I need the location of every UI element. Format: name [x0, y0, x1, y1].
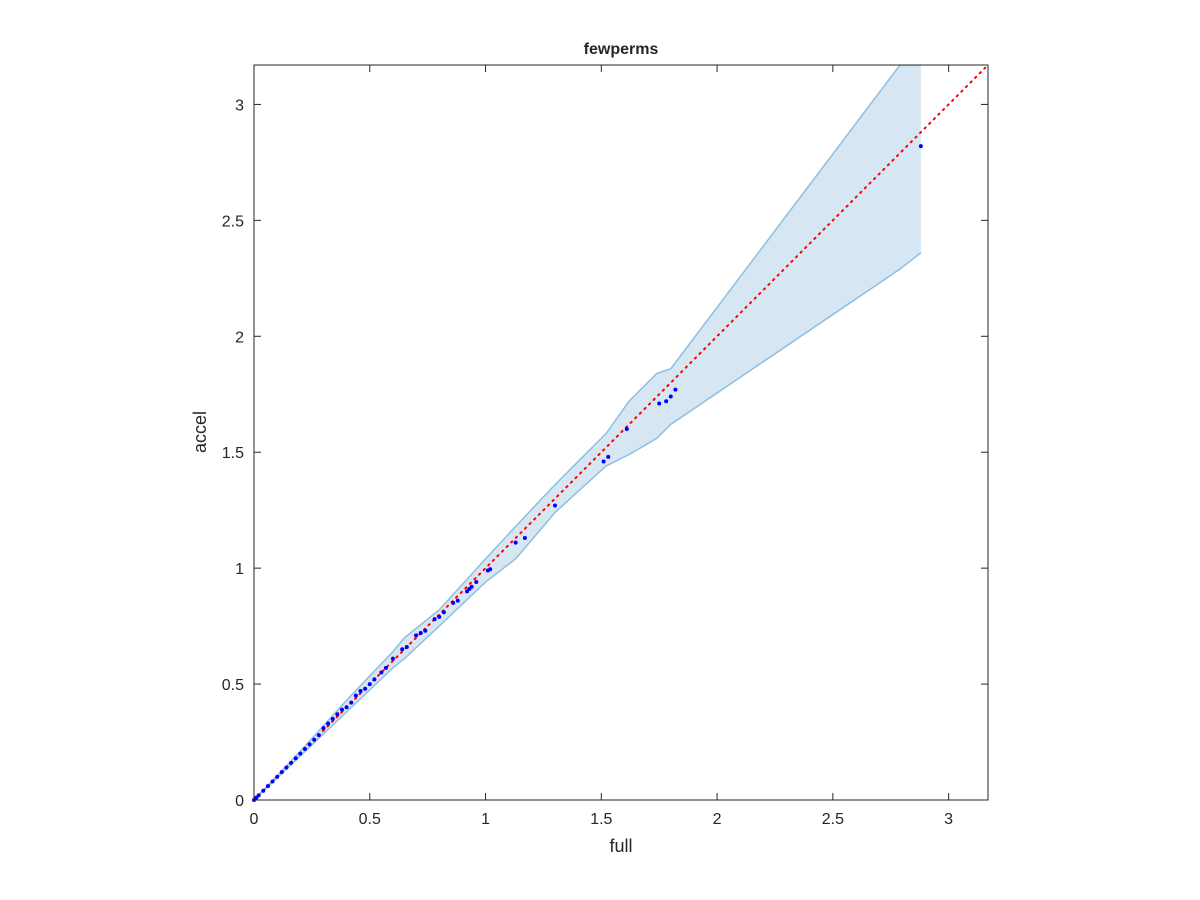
y-tick-label: 2.5 [222, 213, 244, 230]
x-tick-label: 2 [713, 811, 722, 828]
point [358, 689, 363, 694]
point [344, 705, 349, 710]
y-tick-label: 1 [235, 561, 244, 578]
point [474, 580, 479, 585]
point [437, 614, 442, 619]
point [349, 700, 354, 705]
point [606, 454, 611, 459]
y-tick-label: 0.5 [222, 677, 244, 694]
point [372, 677, 377, 682]
point [321, 726, 326, 731]
point [404, 644, 409, 649]
band-edge [254, 252, 922, 800]
point [441, 610, 446, 615]
point [664, 399, 669, 404]
point [400, 647, 405, 652]
point [335, 712, 340, 717]
point [673, 387, 678, 392]
point [451, 600, 456, 605]
y-tick-label: 3 [235, 97, 244, 114]
chart-title: fewperms [584, 41, 659, 58]
point [353, 693, 358, 698]
point [339, 707, 344, 712]
point [390, 656, 395, 661]
point [624, 427, 629, 432]
point [488, 567, 493, 572]
point [668, 394, 673, 399]
point [432, 617, 437, 622]
point [423, 628, 428, 633]
point [284, 765, 289, 770]
point [418, 631, 423, 636]
y-tick-label: 0 [235, 793, 244, 810]
point [265, 784, 270, 789]
y-tick-label: 2 [235, 329, 244, 346]
point [302, 746, 307, 751]
point [657, 401, 662, 406]
point [513, 540, 518, 545]
point [918, 144, 923, 149]
reference-line [253, 64, 989, 801]
point [312, 737, 317, 742]
point [293, 756, 298, 761]
axes-box [253, 64, 989, 801]
band-fill [254, 65, 921, 800]
x-tick-label: 2.5 [822, 811, 844, 828]
point [256, 793, 261, 798]
point [330, 716, 335, 721]
x-tick-label: 1 [481, 811, 490, 828]
point [522, 535, 527, 540]
point [270, 779, 275, 784]
point [326, 721, 331, 726]
point [261, 788, 266, 793]
y-axis-label: accel [190, 411, 210, 453]
x-tick-label: 1.5 [590, 811, 612, 828]
x-tick-label: 0.5 [359, 811, 381, 828]
point [307, 742, 312, 747]
point [298, 751, 303, 756]
point [414, 633, 419, 638]
x-tick-label: 3 [944, 811, 953, 828]
point [601, 459, 606, 464]
point [367, 682, 372, 687]
x-tick-label: 0 [250, 811, 259, 828]
point [469, 584, 474, 589]
point [379, 670, 384, 675]
point [275, 774, 280, 779]
point [383, 665, 388, 670]
point [455, 598, 460, 603]
point [289, 760, 294, 765]
point [363, 686, 368, 691]
point [316, 733, 321, 738]
band-edge [254, 65, 921, 800]
point [279, 770, 284, 775]
x-axis-label: full [609, 836, 632, 856]
y-tick-label: 1.5 [222, 445, 244, 462]
point [553, 503, 558, 508]
